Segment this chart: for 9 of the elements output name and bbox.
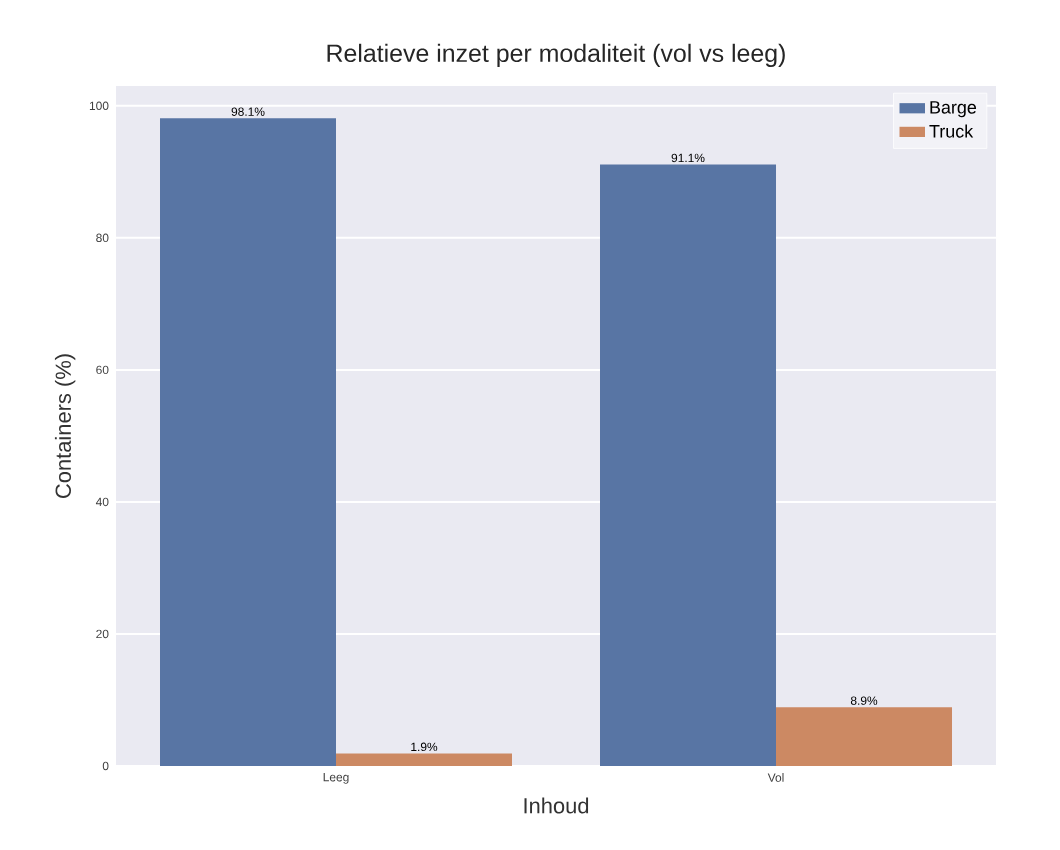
legend-label: Truck — [929, 124, 974, 138]
bar — [776, 707, 953, 766]
bar — [160, 118, 336, 766]
y-axis-title: Containers (%) — [54, 354, 76, 498]
bar — [336, 753, 512, 766]
x-axis-title: Inhoud — [524, 797, 589, 814]
legend-label: Barge — [930, 101, 977, 118]
bar — [600, 164, 777, 766]
chart-title: Relatieve inzet per modaliteit (vol vs leeg) — [327, 43, 785, 67]
